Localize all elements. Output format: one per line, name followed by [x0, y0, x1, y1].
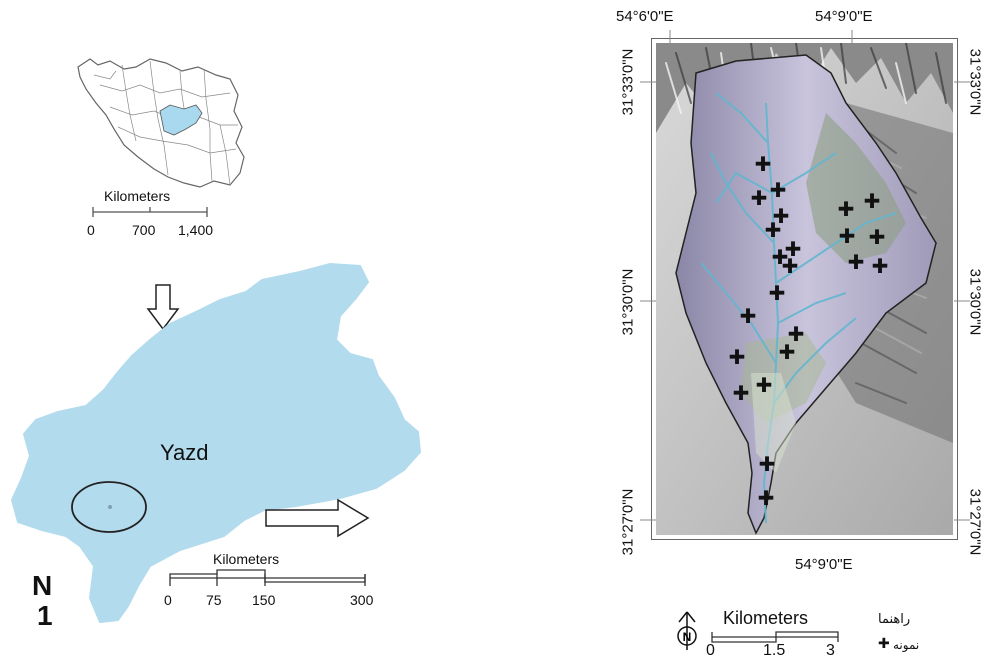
svg-text:N: N [683, 630, 692, 644]
yazd-scale-bar [169, 569, 366, 586]
yazd-highlight [159, 104, 203, 136]
sample-point: ✚ [765, 220, 782, 242]
lat-label-left-1: 31°33'0"N [619, 48, 637, 116]
sample-point: ✚ [755, 154, 772, 176]
sample-point: ✚ [848, 252, 865, 274]
down-arrow-icon [146, 284, 180, 331]
north-arrow-icon: N [677, 611, 697, 650]
sample-points: ✚ ✚ ✚ ✚ ✚ ✚ ✚ ✚ ✚ ✚ ✚ ✚ ✚ ✚ ✚ ✚ ✚ ✚ ✚ ✚ … [729, 154, 889, 510]
sample-point: ✚ [864, 191, 881, 213]
lon-label-top-1: 54°6'0"E [616, 8, 674, 25]
lat-label-left-2: 31°30'0"N [619, 268, 637, 336]
yazd-province-map [10, 262, 422, 624]
sample-point: ✚ [773, 206, 790, 228]
sample-point: ✚ [869, 227, 886, 249]
lon-label-top-2: 54°9'0"E [815, 8, 873, 25]
lat-label-right-1: 31°33'0"N [966, 48, 984, 116]
sample-point: ✚ [758, 488, 775, 510]
sample-point: ✚ [779, 342, 796, 364]
iran-scale-tick-2: 1,400 [178, 222, 214, 238]
north-arrow-letter: N [32, 570, 53, 601]
graticule-ticks [640, 30, 970, 521]
lat-label-right-2: 31°30'0"N [966, 268, 984, 336]
yazd-scale-tick-0: 0 [164, 592, 172, 608]
yazd-scale-tick-3: 300 [350, 592, 374, 608]
study-scale-tick-1: 1.5 [763, 642, 786, 659]
iran-scale-tick-0: 0 [87, 222, 95, 238]
study-area-dot [108, 505, 112, 509]
lat-label-left-3: 31°27'0"N [619, 488, 637, 556]
sample-point: ✚ [782, 256, 799, 278]
sample-point: ✚ [729, 347, 746, 369]
study-scale-bar [711, 631, 839, 643]
iran-inset-map [77, 58, 245, 188]
sample-point: ✚ [839, 226, 856, 248]
iran-outline [77, 58, 245, 188]
sample-point: ✚ [751, 188, 768, 210]
map-frame [651, 38, 958, 540]
yazd-scale-title: Kilometers [213, 551, 280, 567]
iran-scale-title: Kilometers [104, 188, 171, 204]
province-label-yazd: Yazd [160, 440, 209, 465]
north-arrow-digit: 1 [37, 600, 53, 631]
study-scale-tick-2: 3 [826, 642, 835, 659]
sample-point: ✚ [759, 454, 776, 476]
study-scale-title: Kilometers [723, 608, 809, 628]
sample-point: ✚ [769, 283, 786, 305]
study-area-circle [71, 481, 147, 533]
iran-scale-tick-1: 700 [132, 222, 156, 238]
sample-point: ✚ [788, 324, 805, 346]
sample-point: ✚ [872, 256, 889, 278]
yazd-scale-tick-2: 150 [252, 592, 276, 608]
hillshade-map: ✚ ✚ ✚ ✚ ✚ ✚ ✚ ✚ ✚ ✚ ✚ ✚ ✚ ✚ ✚ ✚ ✚ ✚ ✚ ✚ … [656, 43, 953, 535]
sample-point: ✚ [772, 247, 789, 269]
study-scale-tick-0: 0 [706, 642, 715, 659]
legend-sample-icon: ✚ [878, 636, 890, 652]
sample-point: ✚ [785, 239, 802, 261]
sample-point: ✚ [770, 180, 787, 202]
legend-item-label: نمونه [893, 638, 920, 652]
sample-point: ✚ [733, 383, 750, 405]
right-arrow-icon [265, 498, 370, 538]
legend-title: راهنما [878, 612, 911, 627]
province-borders [93, 60, 238, 186]
sample-point: ✚ [740, 306, 757, 328]
lat-label-right-3: 31°27'0"N [966, 488, 984, 556]
iran-scale-bar [92, 207, 208, 217]
sample-point: ✚ [838, 199, 855, 221]
lon-label-bottom: 54°9'0"E [795, 556, 853, 573]
yazd-scale-tick-1: 75 [206, 592, 222, 608]
sample-point: ✚ [756, 375, 773, 397]
